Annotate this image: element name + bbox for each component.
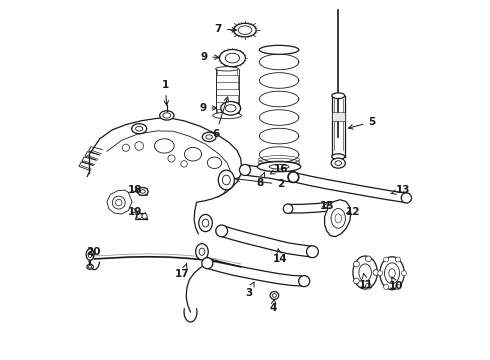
Ellipse shape bbox=[206, 135, 212, 139]
Ellipse shape bbox=[238, 26, 252, 35]
Ellipse shape bbox=[331, 158, 345, 168]
Circle shape bbox=[354, 278, 359, 284]
Text: 5: 5 bbox=[348, 117, 376, 129]
Ellipse shape bbox=[154, 139, 174, 153]
Ellipse shape bbox=[332, 93, 344, 99]
Ellipse shape bbox=[196, 244, 208, 260]
Ellipse shape bbox=[199, 215, 212, 231]
Ellipse shape bbox=[270, 292, 279, 300]
Ellipse shape bbox=[259, 45, 299, 54]
Ellipse shape bbox=[89, 266, 92, 268]
Ellipse shape bbox=[140, 190, 146, 193]
Ellipse shape bbox=[307, 246, 318, 258]
Text: 3: 3 bbox=[245, 282, 254, 298]
Ellipse shape bbox=[225, 53, 240, 63]
Ellipse shape bbox=[385, 263, 399, 284]
Ellipse shape bbox=[332, 154, 344, 159]
Ellipse shape bbox=[218, 170, 234, 190]
Text: 10: 10 bbox=[389, 277, 404, 291]
Text: 6: 6 bbox=[212, 97, 228, 139]
Text: 4: 4 bbox=[270, 300, 277, 314]
Ellipse shape bbox=[216, 67, 239, 71]
Circle shape bbox=[122, 144, 129, 151]
Circle shape bbox=[142, 214, 147, 219]
Ellipse shape bbox=[220, 49, 245, 67]
Ellipse shape bbox=[269, 165, 289, 169]
Text: 9: 9 bbox=[199, 103, 217, 113]
Ellipse shape bbox=[359, 264, 371, 281]
Circle shape bbox=[135, 141, 144, 150]
Ellipse shape bbox=[132, 124, 147, 134]
Ellipse shape bbox=[234, 23, 256, 37]
Ellipse shape bbox=[298, 276, 310, 287]
Ellipse shape bbox=[335, 161, 342, 166]
Text: 14: 14 bbox=[273, 248, 288, 264]
Bar bbox=[139, 188, 147, 195]
Ellipse shape bbox=[225, 105, 236, 112]
Ellipse shape bbox=[163, 113, 171, 118]
Ellipse shape bbox=[202, 258, 213, 269]
Text: 1: 1 bbox=[162, 80, 169, 105]
Ellipse shape bbox=[334, 201, 343, 211]
Ellipse shape bbox=[257, 162, 301, 172]
Ellipse shape bbox=[160, 111, 174, 120]
Circle shape bbox=[395, 284, 400, 289]
Text: 9: 9 bbox=[200, 52, 219, 62]
Text: 18: 18 bbox=[128, 185, 143, 195]
Ellipse shape bbox=[86, 249, 94, 260]
Text: 17: 17 bbox=[175, 264, 190, 279]
Circle shape bbox=[181, 161, 187, 167]
Ellipse shape bbox=[380, 257, 404, 290]
Ellipse shape bbox=[288, 172, 299, 183]
Circle shape bbox=[354, 261, 359, 267]
Ellipse shape bbox=[202, 219, 209, 227]
Circle shape bbox=[116, 199, 122, 206]
Circle shape bbox=[366, 256, 371, 262]
Polygon shape bbox=[324, 200, 351, 237]
Circle shape bbox=[384, 284, 389, 289]
Text: 15: 15 bbox=[319, 201, 334, 211]
Circle shape bbox=[168, 155, 175, 162]
Text: 13: 13 bbox=[391, 185, 411, 195]
Text: 11: 11 bbox=[359, 274, 373, 290]
Ellipse shape bbox=[184, 147, 201, 161]
Circle shape bbox=[137, 214, 142, 219]
Text: 8: 8 bbox=[257, 172, 265, 188]
Text: 7: 7 bbox=[215, 24, 237, 34]
Ellipse shape bbox=[221, 102, 241, 115]
Ellipse shape bbox=[240, 165, 250, 175]
Ellipse shape bbox=[199, 248, 205, 255]
Ellipse shape bbox=[87, 264, 93, 269]
Ellipse shape bbox=[207, 157, 221, 168]
Circle shape bbox=[378, 271, 383, 276]
Circle shape bbox=[395, 257, 400, 262]
Ellipse shape bbox=[288, 172, 298, 182]
Circle shape bbox=[384, 257, 389, 262]
Ellipse shape bbox=[283, 204, 293, 213]
Circle shape bbox=[112, 196, 125, 209]
Ellipse shape bbox=[353, 256, 377, 289]
Circle shape bbox=[401, 271, 406, 276]
Ellipse shape bbox=[136, 126, 143, 131]
Ellipse shape bbox=[137, 188, 148, 195]
Ellipse shape bbox=[335, 214, 342, 223]
Text: 19: 19 bbox=[128, 207, 143, 217]
Ellipse shape bbox=[213, 112, 242, 119]
Ellipse shape bbox=[222, 175, 230, 185]
Ellipse shape bbox=[389, 269, 395, 278]
Circle shape bbox=[373, 270, 379, 275]
Bar bbox=[332, 112, 344, 121]
Ellipse shape bbox=[401, 193, 412, 203]
Ellipse shape bbox=[216, 225, 228, 237]
Text: 2: 2 bbox=[235, 177, 285, 189]
Ellipse shape bbox=[272, 294, 276, 297]
Ellipse shape bbox=[88, 252, 92, 257]
Text: 16: 16 bbox=[270, 163, 288, 174]
Text: 12: 12 bbox=[345, 207, 360, 217]
Circle shape bbox=[366, 283, 371, 289]
Ellipse shape bbox=[331, 208, 345, 228]
Ellipse shape bbox=[202, 132, 216, 141]
Text: 20: 20 bbox=[86, 247, 101, 257]
